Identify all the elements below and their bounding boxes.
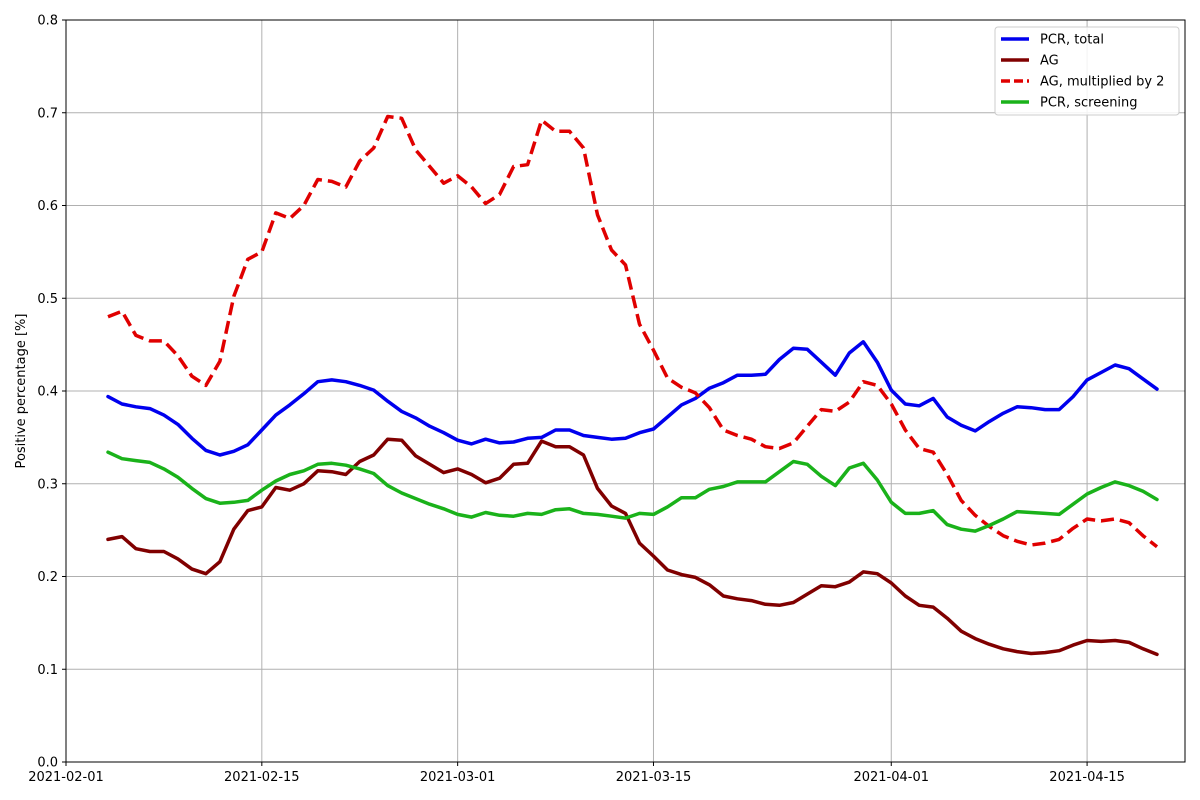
x-tick-label: 2021-03-15 bbox=[616, 770, 692, 785]
series-line-4 bbox=[106, 450, 1159, 533]
legend-label: AG, multiplied by 2 bbox=[1040, 75, 1164, 90]
x-tick-label: 2021-04-01 bbox=[853, 770, 929, 785]
series-line-3 bbox=[107, 114, 1159, 549]
legend-box bbox=[994, 26, 1180, 116]
legend-label: PCR, total bbox=[1040, 33, 1104, 48]
y-tick-label: 0.2 bbox=[37, 570, 58, 585]
x-tick-label: 2021-02-01 bbox=[28, 770, 104, 785]
x-tick-label: 2021-04-15 bbox=[1049, 770, 1125, 785]
y-tick-label: 0.5 bbox=[37, 292, 58, 307]
series-line-1 bbox=[106, 340, 1159, 457]
y-axis-label: Positive percentage [%] bbox=[14, 314, 29, 469]
legend-label: PCR, screening bbox=[1040, 96, 1138, 111]
y-tick-label: 0.8 bbox=[37, 14, 58, 29]
y-tick-label: 0.6 bbox=[37, 199, 58, 214]
series-lines bbox=[106, 114, 1159, 657]
x-tick-label: 2021-02-15 bbox=[224, 770, 300, 785]
x-tick-label: 2021-03-01 bbox=[420, 770, 496, 785]
y-tick-label: 0.4 bbox=[37, 385, 58, 400]
series-line-2 bbox=[106, 437, 1159, 657]
legend: PCR, total AG AG, multiplied by 2 PCR, scre… bbox=[994, 26, 1180, 116]
axis-ticks: 0.0 0.1 0.2 0.3 0.4 0.5 0.6 0.7 0.8 2021-02-01 202… bbox=[28, 14, 1125, 786]
y-tick-label: 0.7 bbox=[37, 106, 58, 121]
y-tick-label: 0.0 bbox=[37, 756, 58, 771]
legend-label: AG bbox=[1040, 54, 1059, 69]
y-tick-label: 0.3 bbox=[37, 477, 58, 492]
y-tick-label: 0.1 bbox=[37, 663, 58, 678]
